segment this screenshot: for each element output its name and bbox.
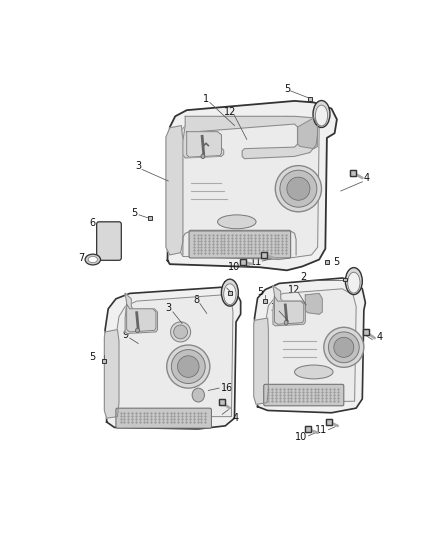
Text: 5: 5 [284, 84, 290, 94]
FancyBboxPatch shape [116, 408, 212, 428]
Ellipse shape [324, 327, 364, 367]
Bar [148, 216, 152, 220]
Ellipse shape [218, 215, 256, 229]
Ellipse shape [280, 170, 317, 207]
Ellipse shape [170, 322, 191, 342]
Bar [325, 260, 329, 264]
Ellipse shape [177, 356, 199, 377]
Polygon shape [187, 132, 221, 157]
Text: 12: 12 [288, 285, 300, 295]
Text: 8: 8 [193, 295, 199, 305]
Ellipse shape [224, 284, 236, 304]
Polygon shape [183, 116, 318, 159]
Ellipse shape [167, 345, 210, 388]
Text: 9: 9 [122, 330, 128, 340]
Polygon shape [125, 294, 158, 334]
Text: 7: 7 [78, 253, 85, 263]
Text: 5: 5 [131, 207, 138, 217]
Text: 3: 3 [271, 303, 277, 313]
Ellipse shape [276, 166, 321, 212]
Text: 5: 5 [333, 257, 339, 267]
Text: 6: 6 [90, 219, 96, 228]
Polygon shape [254, 318, 268, 405]
Text: 3: 3 [135, 161, 141, 172]
Text: 1: 1 [203, 94, 209, 104]
Ellipse shape [287, 177, 310, 200]
Bar [228, 292, 232, 295]
Polygon shape [305, 294, 322, 314]
Polygon shape [116, 295, 233, 417]
Ellipse shape [313, 101, 330, 127]
Polygon shape [105, 287, 240, 429]
Ellipse shape [85, 254, 100, 265]
Ellipse shape [135, 328, 139, 333]
Ellipse shape [334, 337, 354, 357]
Ellipse shape [315, 105, 328, 126]
Text: 5: 5 [89, 352, 95, 362]
Bar [263, 299, 267, 303]
Text: 11: 11 [315, 425, 328, 435]
Ellipse shape [284, 320, 288, 325]
Text: 4: 4 [376, 332, 382, 342]
Text: 5: 5 [257, 287, 263, 297]
Polygon shape [298, 118, 318, 149]
Polygon shape [104, 329, 119, 418]
Ellipse shape [294, 365, 333, 379]
Bar [308, 96, 312, 101]
Text: 5: 5 [222, 281, 228, 290]
FancyBboxPatch shape [189, 230, 291, 258]
Polygon shape [167, 101, 337, 270]
Ellipse shape [171, 350, 205, 384]
FancyBboxPatch shape [264, 384, 344, 406]
Polygon shape [265, 289, 356, 403]
Ellipse shape [346, 268, 362, 295]
Polygon shape [275, 296, 304, 324]
Polygon shape [166, 126, 183, 255]
Ellipse shape [328, 332, 359, 363]
Ellipse shape [348, 272, 360, 293]
Polygon shape [273, 286, 305, 326]
Text: 12: 12 [224, 108, 237, 117]
Bar [102, 359, 106, 363]
Polygon shape [254, 278, 365, 413]
Text: 10: 10 [295, 432, 307, 442]
Ellipse shape [192, 388, 205, 402]
Text: 4: 4 [363, 173, 369, 183]
Text: 10: 10 [228, 262, 240, 272]
Polygon shape [180, 116, 319, 260]
Polygon shape [127, 304, 156, 332]
Text: 2: 2 [300, 272, 307, 282]
Bar [343, 278, 346, 281]
Ellipse shape [201, 154, 205, 159]
Text: 4: 4 [233, 413, 239, 423]
FancyBboxPatch shape [97, 222, 121, 260]
Text: 11: 11 [250, 257, 262, 267]
Text: 3: 3 [165, 303, 171, 313]
Ellipse shape [88, 256, 97, 263]
Text: 16: 16 [221, 383, 233, 393]
Ellipse shape [173, 325, 187, 339]
Ellipse shape [221, 279, 238, 306]
